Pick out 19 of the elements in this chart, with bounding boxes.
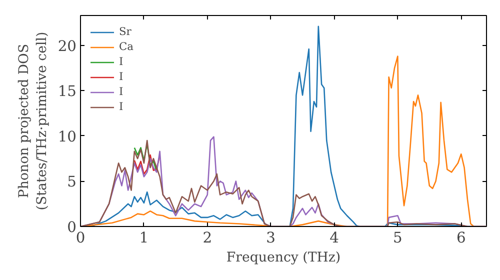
legend-label: I <box>119 85 124 98</box>
y-axis-title: Phonon projected DOS (States/THz·primitive cell) <box>16 32 50 210</box>
x-tick-label: 4 <box>330 230 339 246</box>
y-tick-label: 0 <box>67 219 77 236</box>
y-tick-label: 10 <box>58 128 77 146</box>
x-tick-label: 1 <box>139 230 149 246</box>
legend-label: I <box>119 70 124 83</box>
y-tick-label: 15 <box>58 83 77 100</box>
y-tick-label: 20 <box>58 38 77 55</box>
legend-label: I <box>119 100 124 113</box>
y-tick-label: 5 <box>67 174 77 191</box>
legend-label: I <box>119 55 124 68</box>
legend-label: Sr <box>119 25 132 38</box>
x-axis-title: Frequency (THz) <box>226 250 341 266</box>
x-tick-label: 6 <box>456 230 466 246</box>
x-tick-label: 5 <box>393 230 402 246</box>
x-tick-label: 2 <box>202 230 212 246</box>
x-tick-label: 3 <box>266 230 276 246</box>
legend-label: Ca <box>119 40 135 53</box>
